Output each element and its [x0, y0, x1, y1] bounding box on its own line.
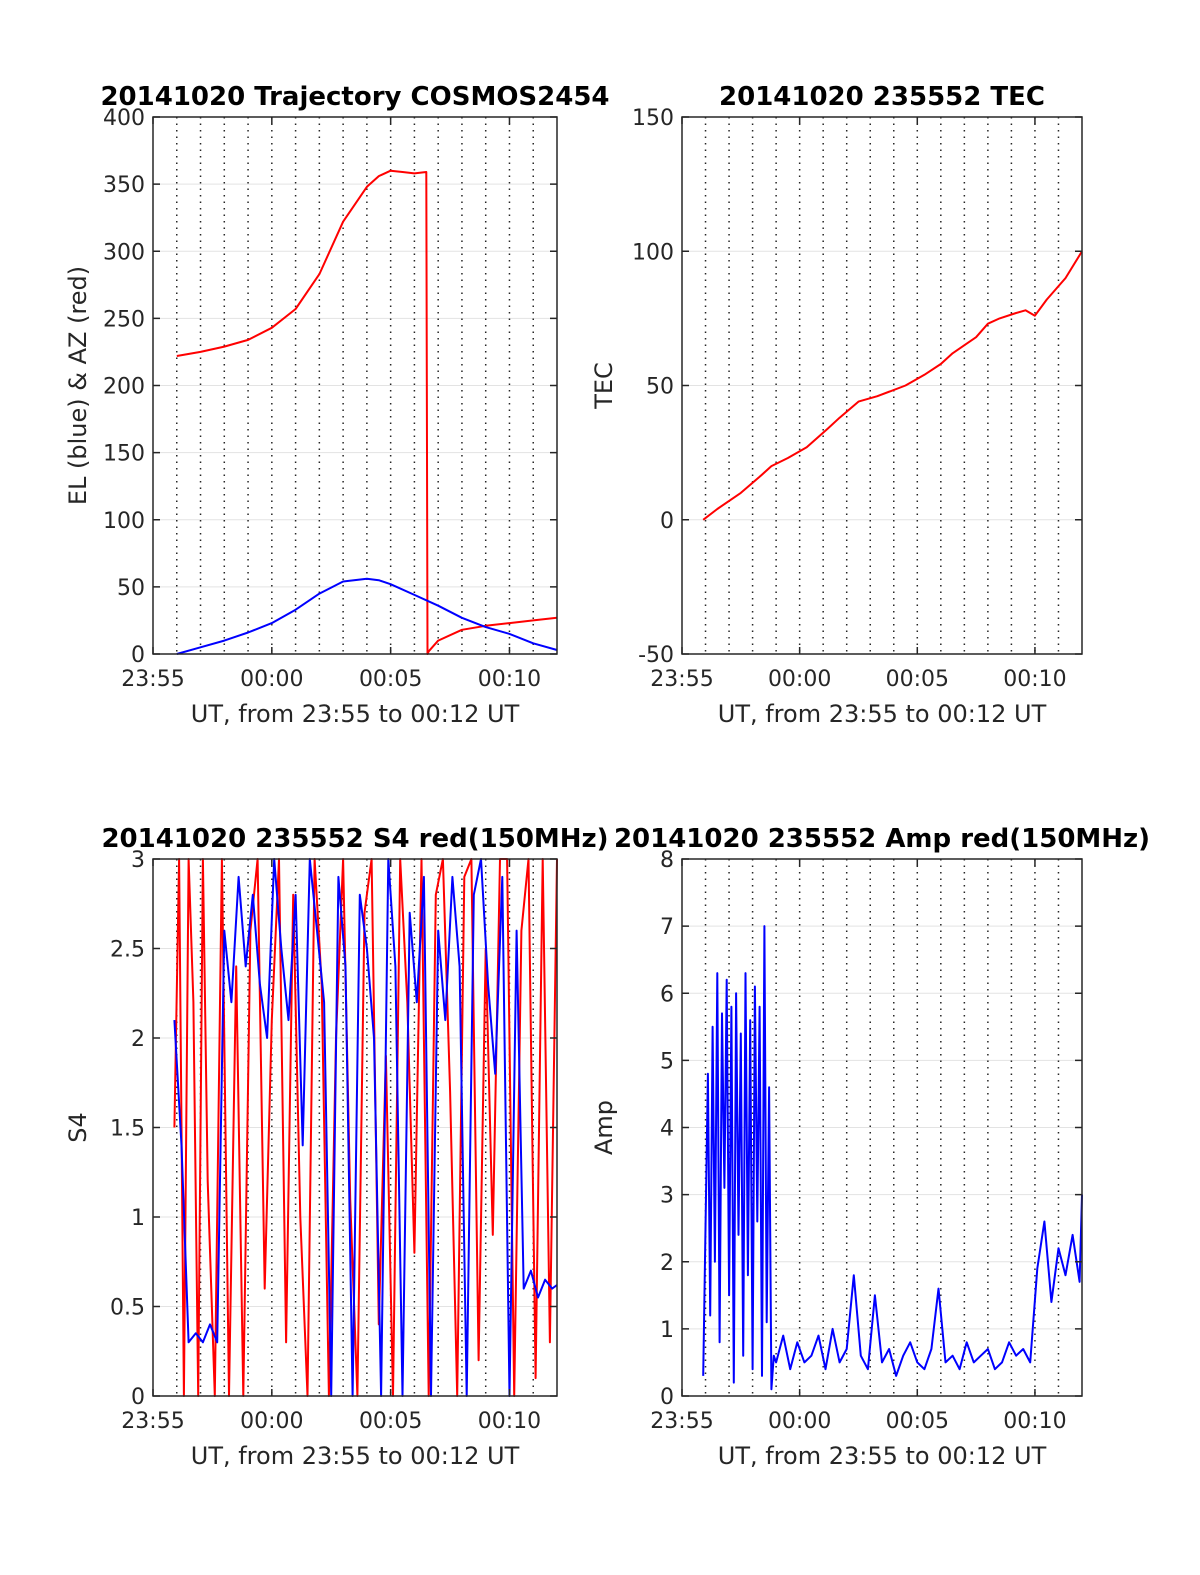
- y-tick-label: 6: [660, 982, 674, 1007]
- y-tick-label: 250: [103, 307, 145, 332]
- chart-3: 0 0.5 1 1.5 2 2.5 3 23:55 00:00 00:05 00:10 2014102…: [64, 824, 609, 1470]
- y-tick-label: 8: [660, 848, 674, 873]
- x-axis-label: UT, from 23:55 to 00:12 UT: [191, 700, 520, 728]
- y-tick-label: 0: [131, 643, 145, 668]
- y-tick-label: 0: [660, 1385, 674, 1410]
- y-axis-label: EL (blue) & AZ (red): [64, 266, 92, 505]
- series-line-1: [702, 250, 1083, 521]
- x-tick-label: 00:10: [1003, 667, 1066, 692]
- x-tick-label: 00:05: [886, 1409, 949, 1434]
- y-tick-label: 0.5: [110, 1296, 145, 1321]
- y-tick-label: 5: [660, 1049, 674, 1074]
- series-line-1: [702, 925, 1083, 1391]
- y-tick-label: 0: [131, 1385, 145, 1410]
- y-tick-label: 50: [646, 375, 674, 400]
- x-tick-label: 23:55: [650, 667, 713, 692]
- x-tick-label: 00:05: [359, 1409, 422, 1434]
- x-axis-label: UT, from 23:55 to 00:12 UT: [191, 1442, 520, 1470]
- y-tick-label: 1: [131, 1206, 145, 1231]
- y-tick-label: 1: [660, 1318, 674, 1343]
- y-tick-label: 7: [660, 915, 674, 940]
- y-tick-label: 300: [103, 240, 145, 265]
- y-tick-label: 100: [632, 240, 674, 265]
- y-tick-label: 50: [117, 576, 145, 601]
- x-tick-label: 00:05: [886, 667, 949, 692]
- y-tick-label: 100: [103, 509, 145, 534]
- x-tick-label: 23:55: [650, 1409, 713, 1434]
- y-tick-label: 0: [660, 509, 674, 534]
- y-tick-label: 2: [131, 1027, 145, 1052]
- x-tick-label: 00:10: [478, 1409, 541, 1434]
- y-tick-label: 3: [131, 848, 145, 873]
- y-axis-label: S4: [64, 1112, 92, 1143]
- x-tick-label: 00:00: [768, 1409, 831, 1434]
- series-line-2: [173, 858, 558, 1397]
- y-tick-label: 2: [660, 1251, 674, 1276]
- x-tick-label: 23:55: [121, 1409, 184, 1434]
- y-axis-label: Amp: [590, 1100, 618, 1155]
- x-tick-label: 00:00: [240, 667, 303, 692]
- y-tick-label: 350: [103, 173, 145, 198]
- y-tick-label: 400: [103, 106, 145, 131]
- chart-title: 20141020 235552 Amp red(150MHz): [614, 824, 1150, 854]
- x-tick-label: 00:10: [478, 667, 541, 692]
- x-tick-label: 00:00: [240, 1409, 303, 1434]
- y-tick-label: 200: [103, 375, 145, 400]
- x-tick-label: 00:00: [768, 667, 831, 692]
- y-tick-label: 2.5: [110, 938, 145, 963]
- chart-2: -50 0 50 100 150 23:55 00:00 00:05 00:10 20141020…: [590, 82, 1083, 728]
- series-line-2: [176, 577, 558, 655]
- y-tick-label: 4: [660, 1117, 674, 1142]
- y-axis-label: TEC: [590, 362, 618, 410]
- y-tick-label: 1.5: [110, 1117, 145, 1142]
- x-axis-label: UT, from 23:55 to 00:12 UT: [718, 1442, 1047, 1470]
- chart-4: 0 1 2 3 4 5 6 7 8 23:55 00:00 00:05 00:10 20141020 23…: [590, 824, 1150, 1470]
- x-tick-label: 00:05: [359, 667, 422, 692]
- x-tick-label: 00:10: [1003, 1409, 1066, 1434]
- chart-1: 0 50 100 150 200 250 300 350 400 23:55 00:00 00:05 0…: [64, 82, 610, 728]
- y-tick-label: 150: [632, 106, 674, 131]
- chart-title: 20141020 235552 TEC: [719, 82, 1045, 112]
- series-line-1: [176, 169, 558, 655]
- x-axis-label: UT, from 23:55 to 00:12 UT: [718, 700, 1047, 728]
- y-tick-label: 150: [103, 442, 145, 467]
- chart-title: 20141020 235552 S4 red(150MHz): [101, 824, 608, 854]
- chart-title: 20141020 Trajectory COSMOS2454: [100, 82, 609, 112]
- x-tick-label: 23:55: [121, 667, 184, 692]
- y-tick-label: -50: [638, 643, 674, 668]
- y-tick-label: 3: [660, 1184, 674, 1209]
